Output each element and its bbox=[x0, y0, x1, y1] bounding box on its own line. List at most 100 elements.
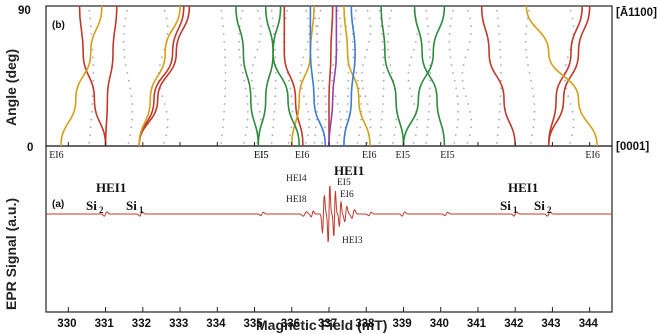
peak-label-sub-5: 1 bbox=[513, 205, 518, 215]
sim-dot bbox=[338, 17, 341, 20]
sim-dot bbox=[288, 79, 290, 82]
sim-dot bbox=[299, 72, 302, 74]
sim-dot bbox=[470, 118, 472, 121]
sim-dot bbox=[92, 64, 95, 66]
sim-dot bbox=[426, 126, 429, 129]
sim-dot bbox=[258, 110, 261, 113]
sim-dot bbox=[425, 142, 427, 144]
x-tick-label-336: 336 bbox=[281, 318, 300, 330]
sim-dot bbox=[222, 33, 225, 35]
panel-label-a: (a) bbox=[52, 199, 64, 210]
sim-dot bbox=[166, 33, 169, 35]
sim-dot bbox=[525, 25, 528, 28]
sim-dot bbox=[572, 126, 575, 129]
sim-dot bbox=[251, 79, 254, 82]
sim-dot bbox=[244, 134, 247, 137]
sim-dot bbox=[571, 110, 574, 113]
sim-dot bbox=[429, 79, 432, 82]
sim-dot bbox=[243, 79, 246, 82]
sim-dot bbox=[380, 126, 382, 129]
series-6-curve bbox=[328, 5, 334, 146]
series-12-curve bbox=[291, 5, 315, 147]
sim-dot bbox=[454, 134, 457, 137]
sim-dot bbox=[451, 9, 454, 12]
sim-dot bbox=[246, 118, 249, 121]
sim-dot bbox=[254, 95, 257, 98]
sim-dot bbox=[317, 79, 320, 82]
site-label-7: EI5 bbox=[440, 150, 454, 161]
sim-dot bbox=[303, 95, 305, 98]
sim-dot bbox=[270, 9, 273, 12]
peak-label-12: HEI3 bbox=[342, 236, 363, 246]
sim-dot bbox=[499, 56, 502, 59]
sim-dot bbox=[324, 118, 327, 121]
sim-dot bbox=[366, 48, 369, 51]
angular-dependence-curves bbox=[60, 5, 598, 147]
sim-dot bbox=[290, 126, 293, 129]
x-tick-label-335: 335 bbox=[244, 318, 264, 330]
sim-dot bbox=[331, 72, 333, 74]
sim-dot bbox=[220, 9, 223, 12]
sim-dot bbox=[532, 95, 535, 98]
sim-dot bbox=[353, 17, 356, 20]
sim-dot bbox=[336, 142, 339, 144]
sim-dot bbox=[307, 110, 309, 113]
sim-dot bbox=[429, 87, 431, 90]
sim-dot bbox=[131, 118, 134, 121]
sim-dot bbox=[300, 87, 303, 90]
sim-dot bbox=[163, 142, 166, 144]
sim-dot bbox=[259, 33, 262, 35]
sim-dot bbox=[274, 72, 277, 74]
x-tick-labels: 330 331 332 333 334 335 336 337 338 339 340 341 342 3… bbox=[57, 318, 598, 330]
sim-dot bbox=[338, 134, 341, 137]
direction-label-top: [Ā1100] bbox=[616, 7, 657, 19]
sim-dot bbox=[528, 72, 531, 74]
series-7-curve bbox=[480, 5, 516, 147]
sim-dot bbox=[569, 9, 572, 12]
site-label-8: EI6 bbox=[585, 150, 599, 161]
sim-dot bbox=[273, 33, 275, 35]
sim-dot bbox=[387, 33, 389, 35]
sim-dot bbox=[470, 33, 472, 35]
sim-dot bbox=[457, 110, 460, 113]
sim-dot bbox=[122, 40, 125, 43]
sim-dot bbox=[339, 25, 342, 28]
sim-dot bbox=[362, 64, 364, 66]
sim-dot bbox=[496, 134, 499, 137]
sim-dot bbox=[453, 79, 456, 82]
sim-dot bbox=[239, 56, 241, 59]
sim-dot bbox=[467, 103, 470, 105]
sim-dot bbox=[428, 103, 431, 105]
sim-dot bbox=[246, 103, 249, 105]
sim-dot bbox=[416, 126, 418, 129]
sim-dot bbox=[91, 103, 94, 105]
sim-dot bbox=[272, 25, 275, 28]
sim-dot bbox=[382, 87, 385, 90]
series-2-curve bbox=[104, 5, 118, 147]
sim-dot bbox=[317, 25, 319, 28]
sim-dot bbox=[468, 40, 471, 43]
sim-dot bbox=[361, 72, 363, 74]
sim-dot bbox=[126, 72, 129, 74]
sim-dot bbox=[564, 79, 566, 82]
sim-dot bbox=[368, 17, 371, 20]
sim-dot bbox=[222, 25, 224, 28]
x-tick-label-338: 338 bbox=[355, 318, 375, 330]
x-tick-label-339: 339 bbox=[393, 318, 412, 330]
sim-dot bbox=[426, 134, 428, 137]
peak-label-7: HEI4 bbox=[286, 174, 307, 184]
peak-label-9: EI5 bbox=[337, 178, 351, 188]
sim-dot bbox=[345, 118, 348, 121]
x-tick-label-343: 343 bbox=[541, 318, 560, 330]
direction-label-bottom: [0001] bbox=[616, 141, 649, 153]
sim-dot bbox=[569, 103, 572, 105]
sim-dot bbox=[338, 40, 341, 43]
series-11-curve bbox=[138, 5, 181, 147]
sim-dot bbox=[89, 134, 91, 137]
sim-dot bbox=[498, 118, 500, 121]
sim-dot bbox=[387, 48, 390, 51]
sim-dot bbox=[274, 103, 276, 105]
sim-dot bbox=[165, 17, 168, 20]
sim-dot bbox=[497, 25, 500, 28]
